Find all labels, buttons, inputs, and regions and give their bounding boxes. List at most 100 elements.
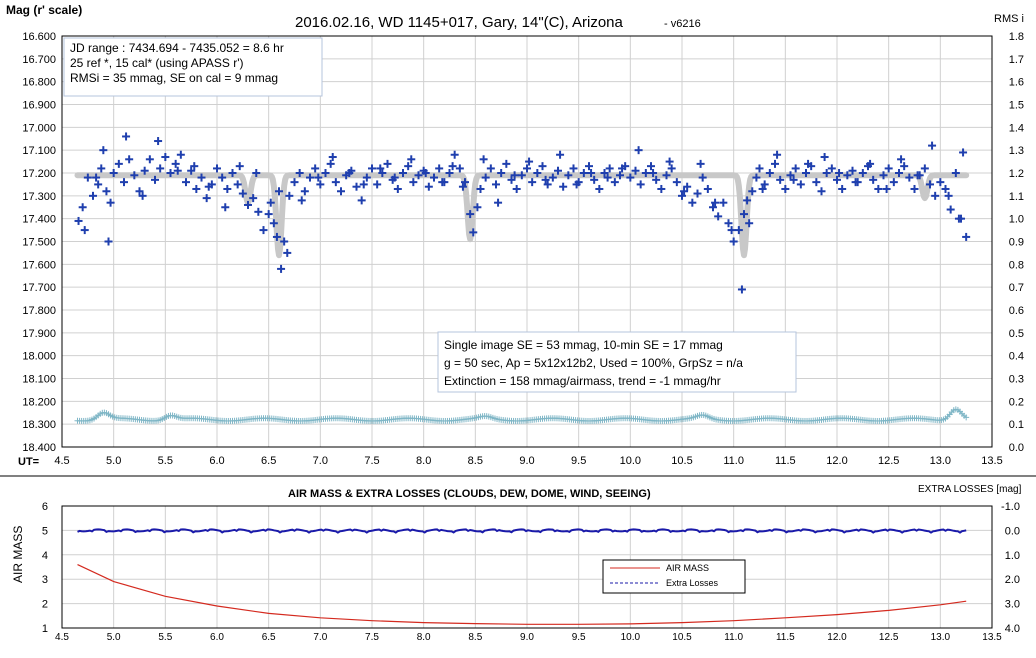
- bottom-x-tick-label: 12.5: [879, 632, 899, 643]
- data-point: [543, 180, 552, 189]
- data-point: [802, 169, 810, 177]
- data-point: [776, 175, 785, 184]
- data-point: [709, 203, 717, 212]
- data-point: [946, 205, 955, 214]
- data-point: [238, 189, 247, 198]
- top-y2-tick-label: 1.8: [1009, 31, 1024, 43]
- data-point: [693, 189, 702, 198]
- data-point: [252, 169, 261, 177]
- data-point: [197, 173, 206, 182]
- data-point: [748, 187, 757, 196]
- top-y-tick-label: 16.600: [22, 31, 56, 43]
- data-point: [297, 196, 306, 205]
- top-y-tick-label: 18.100: [22, 374, 56, 386]
- top-y-tick-label: 16.800: [22, 77, 56, 89]
- data-point: [213, 164, 221, 173]
- data-point: [125, 155, 134, 164]
- bottom-x-tick-label: 7.5: [365, 632, 379, 643]
- rms-series: [74, 406, 970, 424]
- bottom-x-tick-label: 13.0: [931, 632, 951, 643]
- info-box-bottom-line-3: Extinction = 158 mmag/airmass, trend = -…: [444, 374, 721, 388]
- top-y-tick-label: 17.200: [22, 168, 56, 180]
- data-point: [272, 232, 281, 241]
- data-point: [486, 164, 495, 173]
- data-point: [900, 162, 909, 171]
- data-point: [138, 191, 147, 200]
- data-point: [817, 187, 826, 196]
- bottom-x-tick-label: 9.0: [520, 632, 534, 643]
- info-box-top: JD range : 7434.694 - 7435.052 = 8.6 hr …: [63, 37, 323, 97]
- rms-line: [77, 408, 967, 422]
- data-point: [283, 248, 292, 257]
- data-point: [936, 178, 945, 187]
- top-x-tick-label: 6.0: [209, 455, 224, 467]
- bottom-x-tick-label: 11.5: [776, 632, 795, 643]
- data-point: [523, 164, 531, 173]
- data-point: [383, 159, 392, 168]
- data-point: [590, 175, 599, 184]
- data-point: [851, 178, 860, 187]
- top-y-tick-label: 16.900: [22, 100, 56, 112]
- data-point: [879, 171, 888, 180]
- data-point: [771, 159, 779, 168]
- top-y2-tick-label: 1.0: [1009, 214, 1024, 226]
- top-x-tick-label: 13.0: [930, 455, 951, 467]
- data-point: [804, 159, 813, 168]
- bottom-y-tick-label: 6: [42, 501, 48, 513]
- x-axis-label-top: UT=: [18, 456, 39, 468]
- bottom-y2-tick-label: 1.0: [1005, 550, 1020, 562]
- data-point: [438, 178, 447, 187]
- data-point: [755, 164, 764, 173]
- data-point: [866, 159, 875, 168]
- tick-labels: 16.600 16.700 16.800 16.900 17.000 17.100 17.2…: [22, 31, 1024, 643]
- magnitude-series: [74, 132, 971, 294]
- bottom-x-tick-label: 6.0: [210, 632, 224, 643]
- info-box-bottom-line-1: Single image SE = 53 mmag, 10-min SE = 1…: [444, 338, 723, 352]
- data-point: [920, 164, 929, 173]
- data-point: [92, 173, 101, 182]
- data-point: [667, 164, 676, 173]
- data-point: [564, 171, 573, 180]
- data-point: [182, 178, 190, 187]
- legend: AIR MASS Extra Losses: [602, 559, 746, 594]
- data-point: [820, 153, 829, 162]
- top-x-tick-label: 9.0: [519, 455, 534, 467]
- data-point: [300, 187, 309, 196]
- top-y-tick-label: 18.300: [22, 419, 56, 431]
- data-point: [683, 182, 692, 191]
- y-axis-label-bottom: AIR MASS: [11, 526, 25, 583]
- data-point: [130, 171, 139, 180]
- data-point: [345, 169, 354, 177]
- data-point: [306, 173, 314, 182]
- top-y2-tick-label: 0.7: [1009, 282, 1024, 294]
- top-x-tick-label: 12.0: [826, 455, 847, 467]
- data-point: [678, 191, 686, 200]
- top-y2-tick-label: 1.2: [1009, 168, 1024, 180]
- top-y2-tick-label: 1.3: [1009, 145, 1024, 157]
- top-y-tick-label: 17.800: [22, 305, 56, 317]
- data-point: [559, 182, 568, 191]
- top-x-tick-label: 5.0: [106, 455, 121, 467]
- bottom-plot-frame: [61, 505, 993, 629]
- top-x-tick-label: 4.5: [54, 455, 69, 467]
- data-point: [647, 162, 655, 171]
- data-point: [435, 164, 444, 173]
- data-point: [641, 169, 650, 177]
- data-point: [714, 212, 723, 221]
- bottom-x-tick-label: 8.0: [417, 632, 431, 643]
- data-point: [786, 171, 795, 180]
- data-point: [192, 184, 201, 193]
- top-y2-tick-label: 0.3: [1009, 374, 1024, 386]
- bottom-x-tick-label: 10.5: [672, 632, 692, 643]
- airmass-series-group: [77, 528, 967, 625]
- chart-title-bottom: AIR MASS & EXTRA LOSSES (CLOUDS, DEW, DO…: [288, 488, 651, 500]
- data-point: [161, 153, 170, 162]
- data-point: [874, 184, 883, 193]
- data-point: [89, 191, 97, 200]
- data-point: [734, 226, 743, 235]
- data-point: [359, 180, 368, 189]
- data-point: [120, 178, 128, 187]
- top-y2-tick-label: 1.1: [1009, 191, 1024, 203]
- top-x-tick-label: 10.0: [620, 455, 641, 467]
- data-point: [502, 159, 511, 168]
